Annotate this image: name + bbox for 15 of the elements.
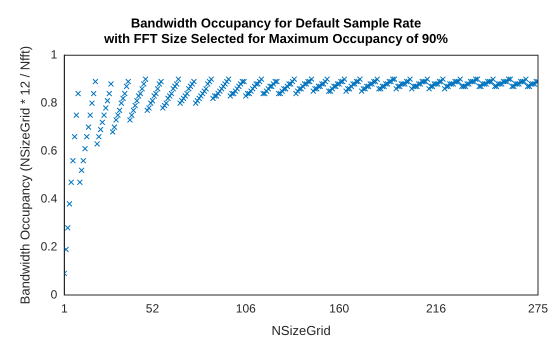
x-tick-label: 216 xyxy=(426,302,446,316)
y-axis-title: Bandwidth Occupancy (NSizeGrid * 12 / Nfft) xyxy=(17,46,32,304)
x-axis-title: NSizeGrid xyxy=(272,322,331,337)
y-tick-label: 0.4 xyxy=(40,191,58,206)
y-tick-label: 0 xyxy=(50,287,58,302)
chart-title: Bandwidth Occupancy for Default Sample Rate with FFT Size Selected for Maximum Occupancy of 90% xyxy=(103,15,448,46)
x-tick-label: 52 xyxy=(146,302,160,316)
x-tick-label: 275 xyxy=(528,302,548,316)
x-tick-label: 1 xyxy=(60,302,68,316)
y-tick-label: 1 xyxy=(50,48,58,62)
x-tick-label: 160 xyxy=(329,302,350,316)
y-tick-label: 0.2 xyxy=(40,239,58,254)
x-tick-label: 106 xyxy=(236,302,256,316)
y-tick-label: 0.8 xyxy=(40,95,58,110)
y-tick-label: 0.6 xyxy=(40,143,58,158)
